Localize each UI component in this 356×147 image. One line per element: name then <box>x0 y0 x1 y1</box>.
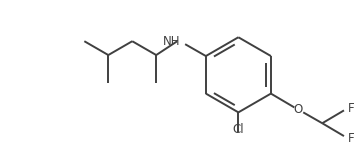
Text: O: O <box>294 103 303 116</box>
Text: NH: NH <box>163 35 180 48</box>
Text: F: F <box>348 102 355 115</box>
Text: Cl: Cl <box>232 123 244 136</box>
Text: F: F <box>348 132 355 145</box>
